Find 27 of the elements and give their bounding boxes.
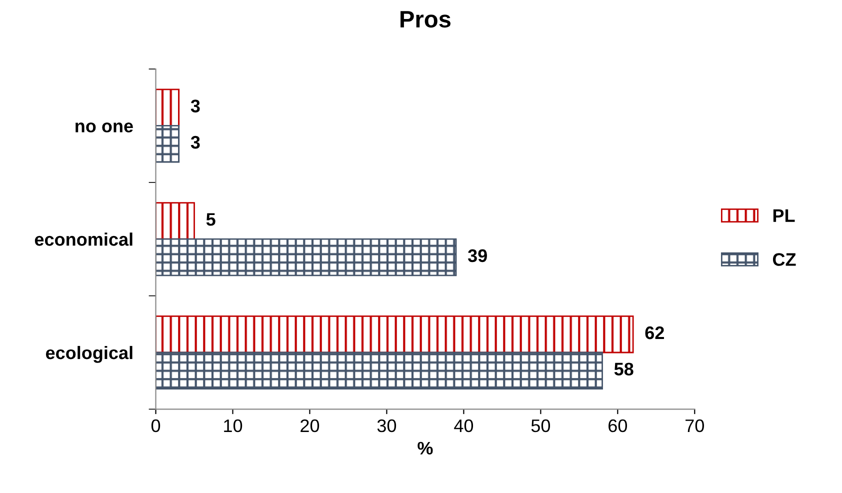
x-tick-label: 60 — [608, 419, 628, 432]
bar — [156, 352, 603, 390]
y-tick-label: ecological — [46, 346, 132, 363]
y-tick-label: no one — [76, 122, 133, 132]
data-label: 3 — [190, 100, 200, 112]
bar — [156, 88, 180, 126]
legend-label: PL — [773, 209, 795, 222]
x-tick-label: 50 — [531, 419, 550, 432]
x-tick-label: 30 — [377, 419, 396, 432]
x-tick-label: 70 — [686, 419, 704, 432]
bar — [156, 202, 195, 240]
x-tick-label: 0 — [151, 419, 160, 432]
bar — [156, 125, 180, 163]
data-label: 3 — [190, 136, 200, 149]
y-tick-label: economical — [34, 232, 132, 246]
legend-label: CZ — [772, 253, 796, 266]
data-label: 58 — [614, 362, 634, 376]
x-tick-label: 20 — [300, 419, 320, 432]
x-tick-label: 40 — [454, 419, 474, 432]
chart-title: Pros — [400, 11, 450, 28]
x-axis-title: % — [418, 442, 433, 455]
data-label: 62 — [645, 326, 664, 340]
data-label: 39 — [468, 249, 487, 262]
x-tick-label: 10 — [224, 419, 242, 432]
bar — [156, 316, 634, 354]
bar — [156, 238, 457, 276]
data-label: 5 — [206, 213, 216, 226]
